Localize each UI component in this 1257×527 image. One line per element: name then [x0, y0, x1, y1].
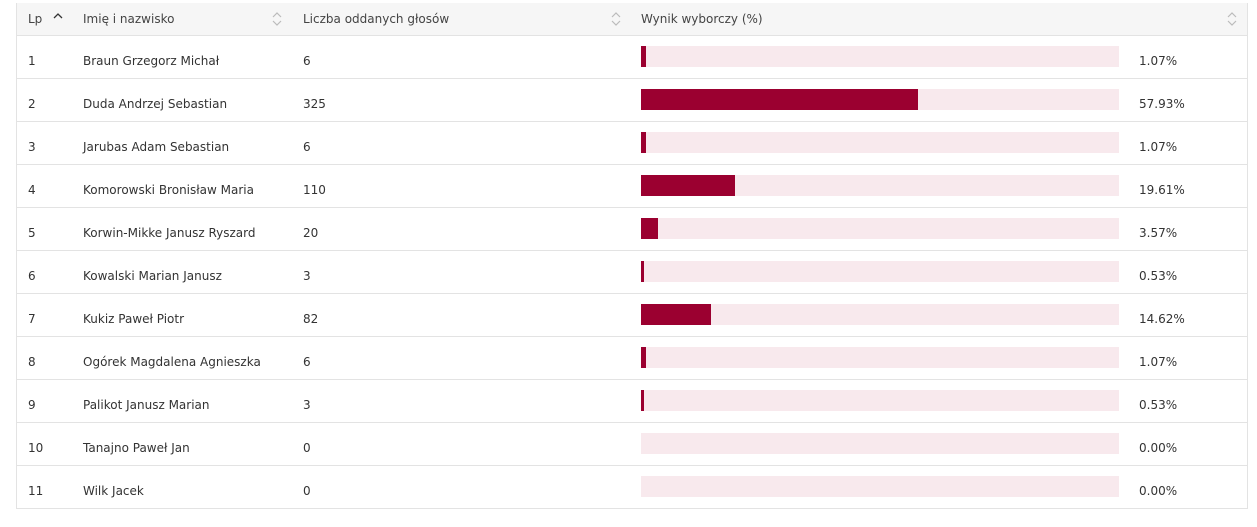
sort-toggle-icon[interactable] [610, 3, 624, 35]
table-row: 2 Duda Andrzej Sebastian 325 57.93% [17, 79, 1247, 122]
vote-count: 0 [303, 441, 311, 455]
result-bar-fill [641, 304, 711, 325]
column-header-lp[interactable]: Lp [28, 12, 43, 26]
row-number: 2 [28, 97, 36, 111]
vote-count: 325 [303, 97, 326, 111]
result-bar-fill [641, 218, 659, 239]
result-percent: 1.07% [1139, 54, 1178, 68]
sort-toggle-icon[interactable] [271, 3, 285, 35]
row-number: 9 [28, 398, 36, 412]
vote-count: 110 [303, 183, 326, 197]
candidate-name: Korwin-Mikke Janusz Ryszard [83, 226, 256, 240]
result-bar-track [641, 390, 1119, 411]
candidate-name: Wilk Jacek [83, 484, 144, 498]
vote-count: 6 [303, 355, 311, 369]
table-header: Lp Imię i nazwisko Liczba oddanych głosó… [17, 3, 1247, 36]
row-number: 8 [28, 355, 36, 369]
row-number: 5 [28, 226, 36, 240]
row-number: 1 [28, 54, 36, 68]
result-bar-track [641, 89, 1119, 110]
column-header-name[interactable]: Imię i nazwisko [83, 12, 175, 26]
row-number: 3 [28, 140, 36, 154]
result-bar-track [641, 347, 1119, 368]
table-row: 8 Ogórek Magdalena Agnieszka 6 1.07% [17, 337, 1247, 380]
candidate-name: Tanajno Paweł Jan [83, 441, 190, 455]
table-row: 4 Komorowski Bronisław Maria 110 19.61% [17, 165, 1247, 208]
row-number: 11 [28, 484, 44, 498]
result-percent: 0.00% [1139, 441, 1178, 455]
table-row: 10 Tanajno Paweł Jan 0 0.00% [17, 423, 1247, 466]
candidate-name: Jarubas Adam Sebastian [83, 140, 230, 154]
result-bar-track [641, 132, 1119, 153]
candidate-name: Duda Andrzej Sebastian [83, 97, 228, 111]
result-bar-track [641, 261, 1119, 282]
table-row: 7 Kukiz Paweł Piotr 82 14.62% [17, 294, 1247, 337]
result-bar-fill [641, 132, 647, 153]
vote-count: 82 [303, 312, 319, 326]
sort-toggle-icon[interactable] [1226, 3, 1240, 35]
result-bar-track [641, 46, 1119, 67]
row-number: 10 [28, 441, 44, 455]
result-bar-track [641, 304, 1119, 325]
result-percent: 57.93% [1139, 97, 1185, 111]
result-percent: 19.61% [1139, 183, 1185, 197]
candidate-name: Kukiz Paweł Piotr [83, 312, 185, 326]
result-percent: 1.07% [1139, 140, 1178, 154]
table-row: 5 Korwin-Mikke Janusz Ryszard 20 3.57% [17, 208, 1247, 251]
candidate-name: Palikot Janusz Marian [83, 398, 210, 412]
result-bar-track [641, 175, 1119, 196]
vote-count: 6 [303, 140, 311, 154]
candidate-name: Komorowski Bronisław Maria [83, 183, 254, 197]
vote-count: 3 [303, 398, 311, 412]
result-bar-fill [641, 390, 644, 411]
candidate-name: Kowalski Marian Janusz [83, 269, 222, 283]
column-header-votes[interactable]: Liczba oddanych głosów [303, 12, 450, 26]
column-header-result[interactable]: Wynik wyborczy (%) [641, 12, 763, 26]
result-percent: 14.62% [1139, 312, 1185, 326]
result-bar-track [641, 433, 1119, 454]
row-number: 6 [28, 269, 36, 283]
candidate-name: Braun Grzegorz Michał [83, 54, 220, 68]
results-table: Lp Imię i nazwisko Liczba oddanych głosó… [16, 3, 1248, 509]
vote-count: 3 [303, 269, 311, 283]
result-percent: 1.07% [1139, 355, 1178, 369]
table-row: 3 Jarubas Adam Sebastian 6 1.07% [17, 122, 1247, 165]
result-percent: 0.00% [1139, 484, 1178, 498]
result-bar-track [641, 218, 1119, 239]
vote-count: 6 [303, 54, 311, 68]
vote-count: 0 [303, 484, 311, 498]
vote-count: 20 [303, 226, 319, 240]
result-bar-fill [641, 261, 644, 282]
result-bar-fill [641, 347, 647, 368]
result-percent: 0.53% [1139, 398, 1178, 412]
result-bar-fill [641, 175, 735, 196]
result-bar-track [641, 476, 1119, 497]
result-percent: 3.57% [1139, 226, 1178, 240]
table-row: 9 Palikot Janusz Marian 3 0.53% [17, 380, 1247, 423]
result-bar-fill [641, 89, 918, 110]
result-bar-fill [641, 46, 647, 67]
table-row: 1 Braun Grzegorz Michał 6 1.07% [17, 36, 1247, 79]
row-number: 7 [28, 312, 36, 326]
row-number: 4 [28, 183, 36, 197]
table-row: 6 Kowalski Marian Janusz 3 0.53% [17, 251, 1247, 294]
sort-ascending-icon[interactable] [52, 3, 66, 35]
candidate-name: Ogórek Magdalena Agnieszka [83, 355, 261, 369]
result-percent: 0.53% [1139, 269, 1178, 283]
table-row: 11 Wilk Jacek 0 0.00% [17, 466, 1247, 509]
